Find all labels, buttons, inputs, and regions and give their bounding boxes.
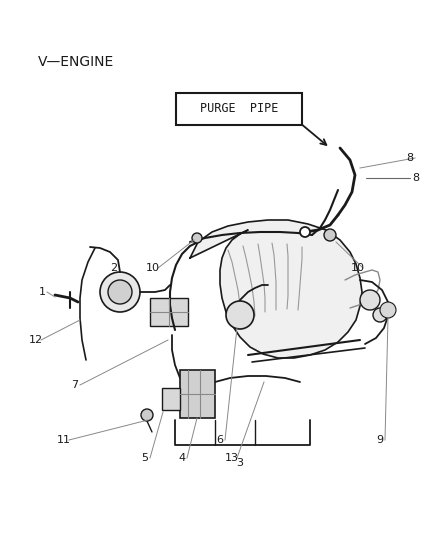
Bar [162,388,180,410]
Circle shape [373,308,387,322]
Text: 4: 4 [178,453,186,463]
Circle shape [360,290,380,310]
Text: 2: 2 [110,263,117,273]
Text: 12: 12 [29,335,43,345]
Text: 8: 8 [412,173,419,183]
Circle shape [324,229,336,241]
Text: 9: 9 [376,435,384,445]
Text: 3: 3 [237,458,244,468]
Circle shape [300,227,310,237]
FancyBboxPatch shape [176,93,302,125]
Circle shape [108,280,132,304]
Text: 10: 10 [146,263,160,273]
Circle shape [380,302,396,318]
Circle shape [192,233,202,243]
Text: 11: 11 [57,435,71,445]
Text: 5: 5 [141,453,148,463]
Bar [150,298,188,326]
Text: 13: 13 [225,453,239,463]
Text: 7: 7 [71,380,78,390]
Text: 1: 1 [39,287,46,297]
Polygon shape [190,220,362,358]
Text: 8: 8 [406,153,413,163]
Circle shape [100,272,140,312]
Text: 6: 6 [216,435,223,445]
Text: PURGE  PIPE: PURGE PIPE [200,102,278,116]
Circle shape [226,301,254,329]
Text: 10: 10 [351,263,365,273]
Text: V—ENGINE: V—ENGINE [38,55,114,69]
Circle shape [141,409,153,421]
Bar [180,370,215,418]
